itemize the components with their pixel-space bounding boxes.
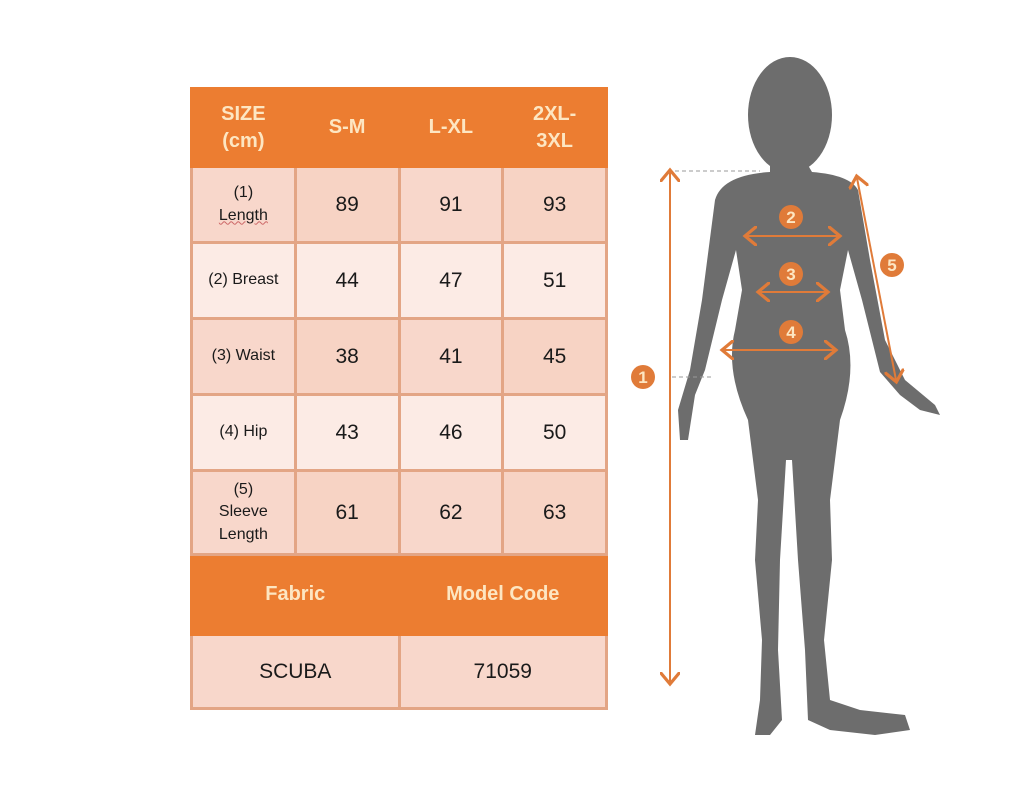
footer-row: SCUBA 71059: [190, 633, 608, 710]
marker-5: 5: [887, 256, 896, 275]
cell: 93: [501, 165, 608, 244]
row-label: (4) Hip: [190, 393, 297, 472]
cell: 43: [293, 393, 401, 472]
cell: 62: [397, 469, 505, 556]
marker-3: 3: [786, 265, 795, 284]
table-row: (1) Length 89 91 93: [190, 165, 608, 244]
cell: 61: [293, 469, 401, 556]
header-2xl-3xl-label: 2XL-3XL: [532, 102, 577, 152]
header-s-m: S-M: [293, 87, 401, 168]
measurement-lines: [670, 171, 896, 682]
table-row: (5) Sleeve Length 61 62 63: [190, 469, 608, 556]
footer-header-row: Fabric Model Code: [190, 553, 608, 636]
size-chart-table: SIZE (cm) S-M L-XL 2XL-3XL (1) Length 89 9…: [190, 87, 608, 710]
cell: 46: [397, 393, 505, 472]
cell: 50: [501, 393, 608, 472]
marker-1: 1: [638, 368, 647, 387]
cell: 47: [397, 241, 505, 320]
table-header-row: SIZE (cm) S-M L-XL 2XL-3XL: [190, 87, 608, 168]
fabric-value: SCUBA: [190, 633, 401, 710]
header-size: SIZE (cm): [190, 87, 297, 168]
cell: 91: [397, 165, 505, 244]
marker-2: 2: [786, 208, 795, 227]
model-code-header: Model Code: [397, 553, 608, 636]
sleeve-line: [857, 178, 896, 380]
cell: 44: [293, 241, 401, 320]
fabric-header: Fabric: [190, 553, 401, 636]
row-label: (3) Waist: [190, 317, 297, 396]
header-l-xl: L-XL: [397, 87, 505, 168]
row-label: (2) Breast: [190, 241, 297, 320]
woman-silhouette: [678, 57, 940, 735]
row-label: (5) Sleeve Length: [190, 469, 297, 556]
model-code-value: 71059: [397, 633, 608, 710]
table-row: (4) Hip 43 46 50: [190, 393, 608, 472]
cell: 41: [397, 317, 505, 396]
header-2xl-3xl: 2XL-3XL: [501, 87, 608, 168]
table-row: (2) Breast 44 47 51: [190, 241, 608, 320]
cell: 89: [293, 165, 401, 244]
cell: 45: [501, 317, 608, 396]
body-measurement-figure: 1 2 3 4 5: [631, 57, 940, 735]
marker-4: 4: [786, 323, 796, 342]
cell: 63: [501, 469, 608, 556]
cell: 38: [293, 317, 401, 396]
cell: 51: [501, 241, 608, 320]
row-label: (1) Length: [190, 165, 297, 244]
table-row: (3) Waist 38 41 45: [190, 317, 608, 396]
